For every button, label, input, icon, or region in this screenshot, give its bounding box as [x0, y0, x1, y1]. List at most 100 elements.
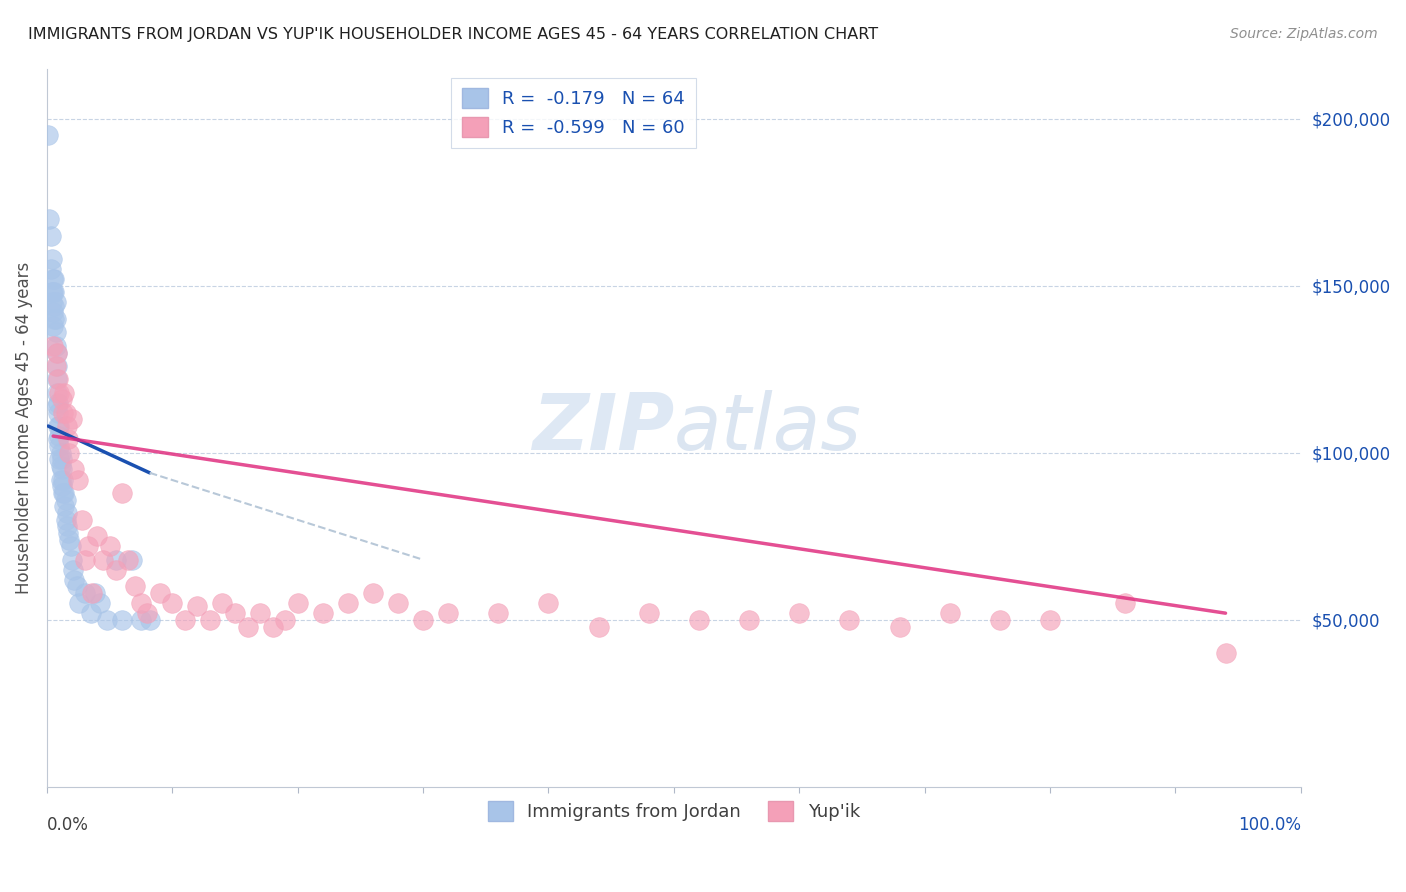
- Point: [104, 552, 127, 566]
- Legend: Immigrants from Jordan, Yup'ik: Immigrants from Jordan, Yup'ik: [481, 794, 868, 828]
- Point: [73, 586, 96, 600]
- Point: [173, 613, 195, 627]
- Point: [121, 552, 143, 566]
- Point: [42, 305, 65, 319]
- Point: [44, 272, 66, 286]
- Text: atlas: atlas: [673, 390, 862, 466]
- Point: [63, 462, 86, 476]
- Point: [49, 473, 72, 487]
- Point: [59, 539, 82, 553]
- Point: [588, 619, 610, 633]
- Point: [39, 228, 62, 243]
- Point: [46, 419, 69, 434]
- Point: [111, 486, 134, 500]
- Point: [48, 452, 70, 467]
- Point: [45, 359, 67, 373]
- Point: [44, 299, 66, 313]
- Point: [58, 433, 80, 447]
- Point: [58, 526, 80, 541]
- Point: [45, 345, 67, 359]
- Point: [486, 606, 509, 620]
- Point: [46, 372, 69, 386]
- Point: [48, 419, 70, 434]
- Point: [62, 563, 84, 577]
- Text: Source: ZipAtlas.com: Source: ZipAtlas.com: [1230, 27, 1378, 41]
- Point: [1039, 613, 1062, 627]
- Point: [48, 439, 70, 453]
- Point: [45, 359, 67, 373]
- Point: [336, 596, 359, 610]
- Point: [637, 606, 659, 620]
- Point: [688, 613, 710, 627]
- Text: IMMIGRANTS FROM JORDAN VS YUP'IK HOUSEHOLDER INCOME AGES 45 - 64 YEARS CORRELATI: IMMIGRANTS FROM JORDAN VS YUP'IK HOUSEHO…: [28, 27, 879, 42]
- Point: [55, 513, 77, 527]
- Point: [274, 613, 297, 627]
- Point: [787, 606, 810, 620]
- Point: [988, 613, 1011, 627]
- Point: [55, 406, 77, 420]
- Point: [437, 606, 460, 620]
- Point: [249, 606, 271, 620]
- Point: [738, 613, 761, 627]
- Point: [44, 312, 66, 326]
- Point: [136, 606, 159, 620]
- Point: [198, 613, 221, 627]
- Point: [91, 552, 114, 566]
- Point: [45, 312, 67, 326]
- Point: [51, 452, 73, 467]
- Point: [39, 262, 62, 277]
- Point: [51, 392, 73, 407]
- Point: [889, 619, 911, 633]
- Point: [111, 613, 134, 627]
- Point: [537, 596, 560, 610]
- Point: [41, 295, 63, 310]
- Point: [42, 272, 65, 286]
- Point: [42, 318, 65, 333]
- Point: [45, 372, 67, 386]
- Point: [124, 579, 146, 593]
- Point: [412, 613, 434, 627]
- Point: [86, 529, 108, 543]
- Point: [45, 339, 67, 353]
- Point: [287, 596, 309, 610]
- Point: [49, 446, 72, 460]
- Point: [48, 385, 70, 400]
- Point: [67, 473, 90, 487]
- Point: [48, 429, 70, 443]
- Point: [45, 399, 67, 413]
- Point: [58, 446, 80, 460]
- Point: [53, 500, 76, 514]
- Point: [1114, 596, 1136, 610]
- Point: [44, 285, 66, 300]
- Point: [46, 395, 69, 409]
- Point: [51, 462, 73, 476]
- Point: [55, 492, 77, 507]
- Point: [52, 406, 75, 420]
- Point: [41, 252, 63, 266]
- Point: [46, 433, 69, 447]
- Point: [236, 619, 259, 633]
- Point: [58, 533, 80, 547]
- Point: [312, 606, 335, 620]
- Point: [149, 586, 172, 600]
- Point: [56, 506, 79, 520]
- Point: [45, 345, 67, 359]
- Point: [361, 586, 384, 600]
- Point: [77, 539, 100, 553]
- Point: [63, 573, 86, 587]
- Point: [211, 596, 233, 610]
- Point: [80, 606, 103, 620]
- Point: [70, 513, 93, 527]
- Point: [51, 479, 73, 493]
- Point: [224, 606, 246, 620]
- Point: [938, 606, 960, 620]
- Point: [98, 539, 121, 553]
- Point: [45, 385, 67, 400]
- Point: [838, 613, 860, 627]
- Point: [66, 579, 89, 593]
- Point: [53, 385, 76, 400]
- Point: [46, 406, 69, 420]
- Point: [42, 339, 65, 353]
- Point: [96, 613, 118, 627]
- Point: [387, 596, 409, 610]
